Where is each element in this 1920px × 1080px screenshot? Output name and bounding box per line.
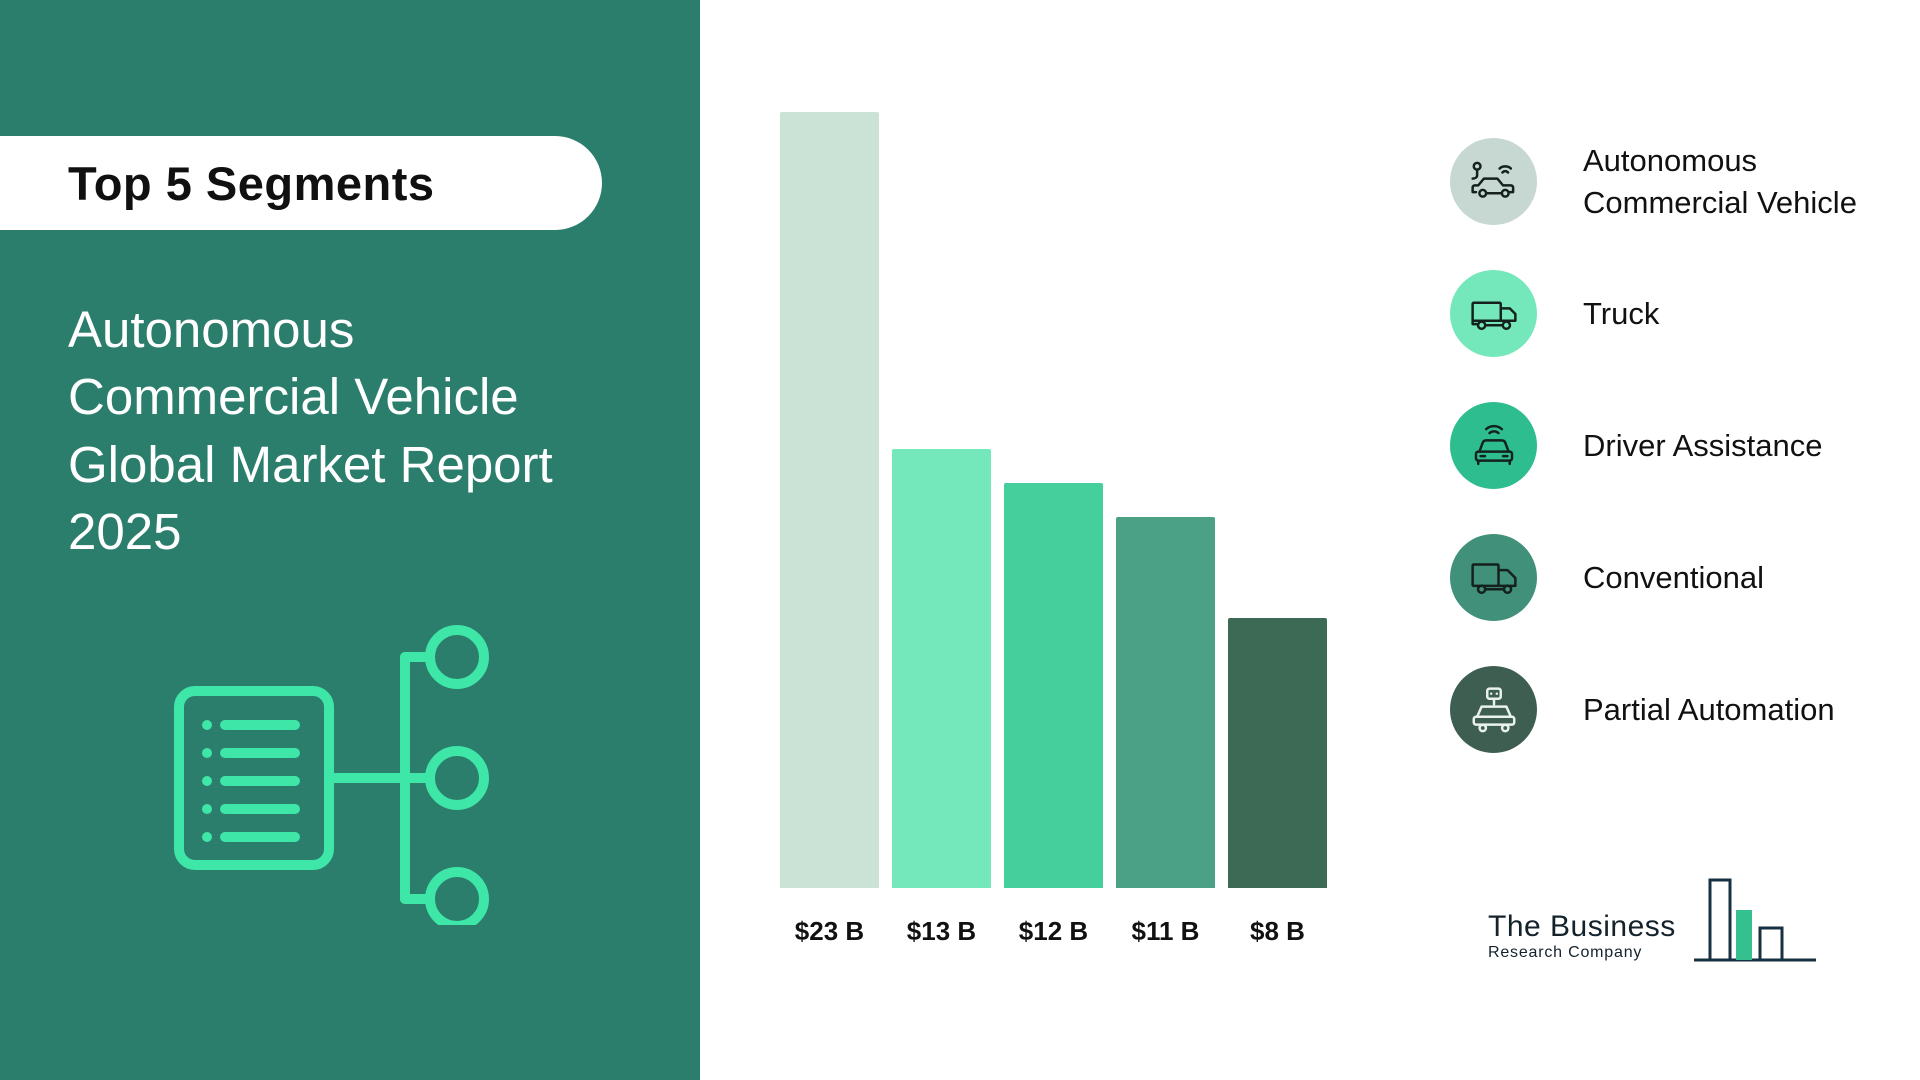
autonomous-car-icon — [1450, 138, 1537, 225]
badge-label: Top 5 Segments — [68, 156, 435, 210]
legend-label: Partial Automation — [1583, 691, 1835, 727]
legend-item-driver-assistance: Driver Assistance — [1450, 402, 1883, 489]
bar — [1116, 517, 1215, 888]
box-truck-icon — [1450, 270, 1537, 357]
bar-group-conventional: $11 B — [1116, 112, 1215, 946]
bar-group-driver-assistance: $12 B — [1004, 112, 1103, 946]
legend-item-partial-automation: Partial Automation — [1450, 666, 1883, 753]
company-logo-text: The Business Research Company — [1488, 910, 1676, 968]
bar — [1004, 483, 1103, 888]
logo-line1: The Business — [1488, 910, 1676, 943]
legend-label: Driver Assistance — [1583, 427, 1823, 463]
bar-group-autonomous-commercial-vehicle: $23 B — [780, 112, 879, 946]
legend-item-conventional: Conventional — [1450, 534, 1883, 621]
bar — [1228, 618, 1327, 888]
robot-car-icon — [1450, 666, 1537, 753]
legend-label: Autonomous Commercial Vehicle — [1583, 142, 1857, 220]
bar-group-truck: $13 B — [892, 112, 991, 946]
legend-label: Conventional — [1583, 559, 1764, 595]
delivery-truck-icon — [1450, 534, 1537, 621]
legend-item-truck: Truck — [1450, 270, 1883, 357]
bar — [780, 112, 879, 888]
legend-label: Truck — [1583, 295, 1660, 331]
legend: Autonomous Commercial Vehicle Truck Driver… — [1450, 138, 1883, 753]
bar-value-label: $23 B — [794, 916, 865, 946]
bar-value-label: $11 B — [1131, 916, 1200, 946]
sidebar: Top 5 Segments Autonomous Commercial Veh… — [0, 0, 700, 1080]
bar — [892, 449, 991, 888]
top-segments-badge: Top 5 Segments — [0, 136, 602, 230]
logo-bar-chart-icon — [1693, 878, 1816, 962]
document-segments-icon — [165, 625, 500, 931]
company-logo: The Business Research Company — [1488, 872, 1820, 968]
bar-value-label: $8 B — [1250, 916, 1305, 946]
bar-value-label: $13 B — [906, 916, 977, 946]
report-title: Autonomous Commercial Vehicle Global Mar… — [68, 301, 553, 560]
logo-line2: Research Company — [1488, 944, 1643, 961]
legend-item-autonomous-commercial-vehicle: Autonomous Commercial Vehicle — [1450, 138, 1883, 225]
bar-chart: $23 B $13 B $12 B $11 B $8 B — [780, 112, 1327, 946]
connected-car-icon — [1450, 402, 1537, 489]
bar-group-partial-automation: $8 B — [1228, 112, 1327, 946]
document-list-lines — [202, 720, 300, 842]
bar-value-label: $12 B — [1018, 916, 1089, 946]
